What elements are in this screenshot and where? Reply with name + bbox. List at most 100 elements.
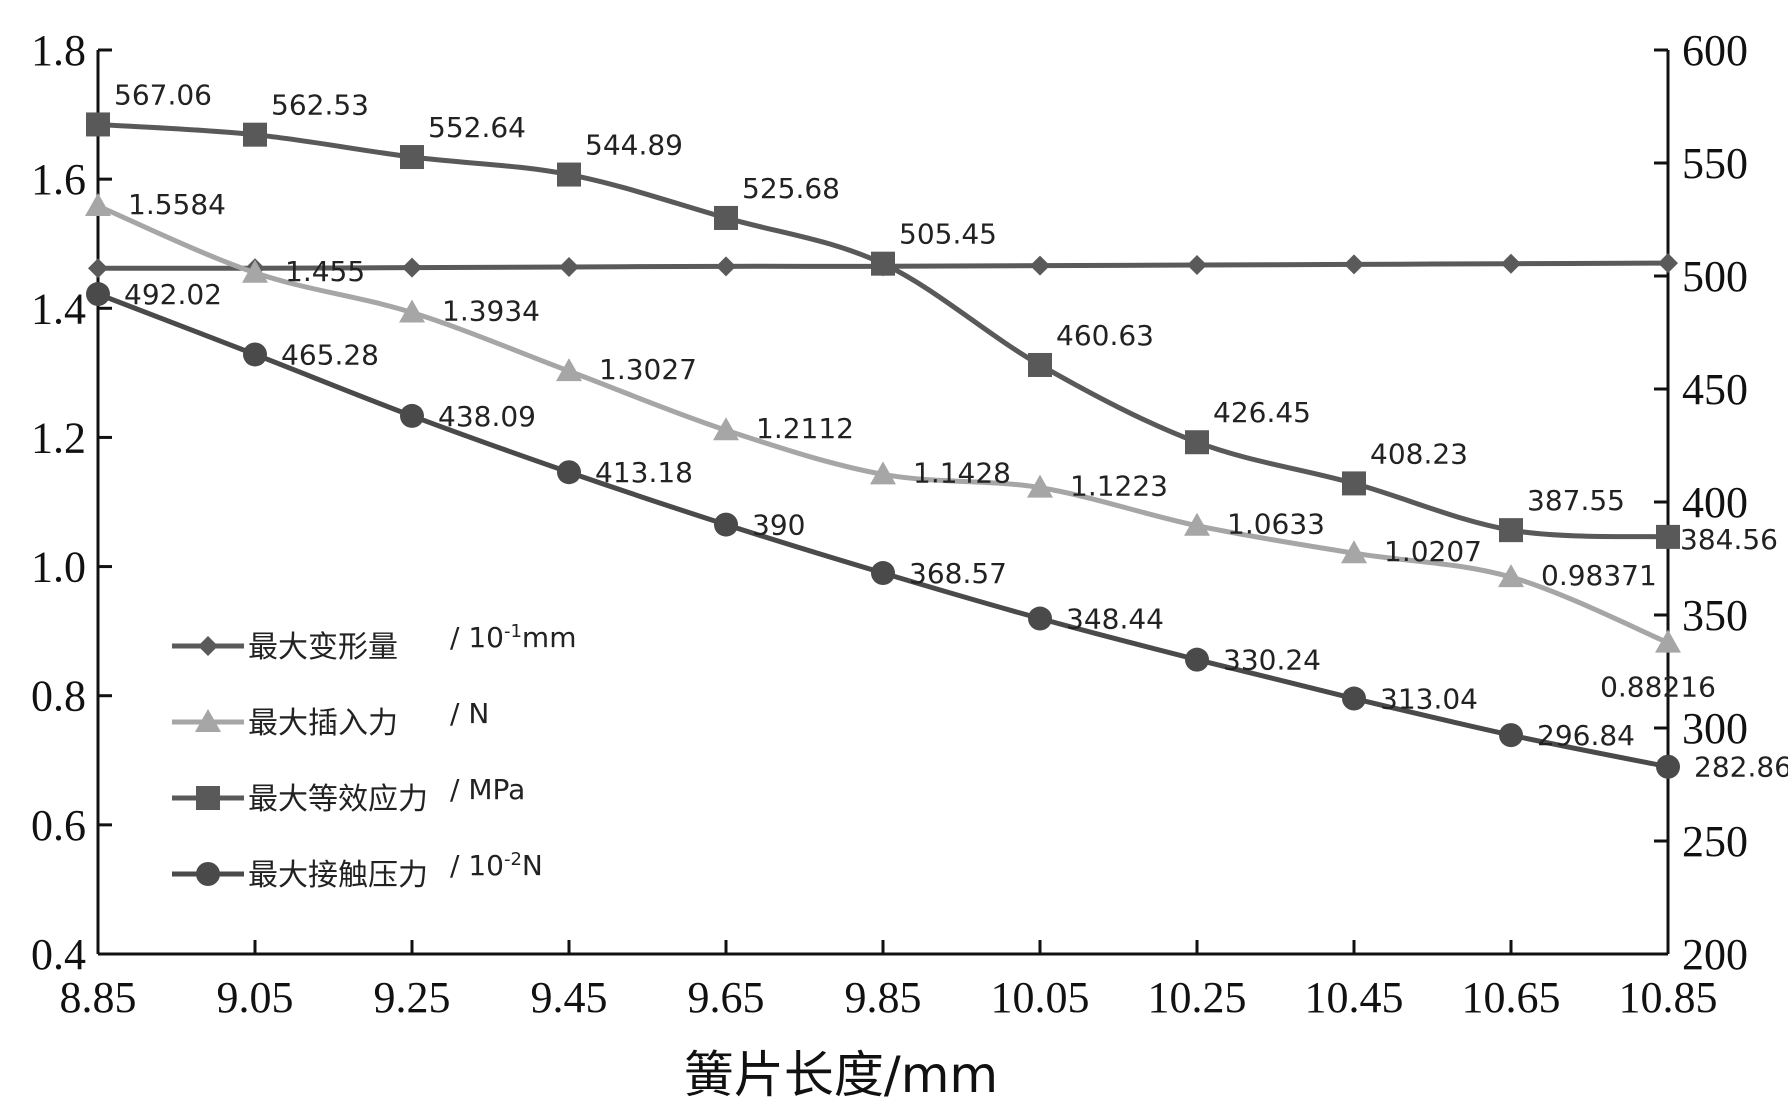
legend-unit: / 10-2N <box>450 849 543 882</box>
right-axis-tick-label: 600 <box>1682 26 1748 75</box>
legend-item: 最大插入力 / N <box>172 697 489 741</box>
data-label: 460.63 <box>1056 319 1154 352</box>
legend-unit-sup: -1 <box>504 621 522 642</box>
right-axis-tick-label: 450 <box>1682 365 1748 414</box>
data-label: 413.18 <box>595 456 693 489</box>
data-point <box>1185 430 1209 455</box>
data-label: 1.1428 <box>913 456 1011 489</box>
x-axis-tick-label: 9.85 <box>845 973 922 1022</box>
data-point <box>86 282 110 307</box>
left-axis-tick-label: 0.4 <box>31 930 86 979</box>
data-point <box>400 403 424 428</box>
legend-label: 最大插入力 <box>248 706 398 741</box>
data-point <box>1655 629 1681 653</box>
data-label: 348.44 <box>1066 603 1164 636</box>
data-point <box>871 561 895 586</box>
data-point <box>1027 474 1053 498</box>
data-point <box>557 460 581 485</box>
data-labels-layer: 1.5584 1.455 1.3934 1.3027 1.2112 1.1428 1.122… <box>114 78 1788 783</box>
legend-unit: / N <box>450 697 489 730</box>
left-axis-tick-label: 1.8 <box>31 26 86 75</box>
x-axis-tick-label: 10.45 <box>1305 973 1404 1022</box>
left-axis-tick-label: 0.6 <box>31 801 86 850</box>
legend-unit-prefix: / MPa <box>450 773 525 806</box>
legend-label: 最大变形量 <box>248 630 398 665</box>
data-point <box>1499 518 1523 543</box>
legend-label: 最大等效应力 <box>248 782 428 817</box>
x-axis-tick-label: 9.45 <box>531 973 608 1022</box>
data-label: 1.3027 <box>599 353 697 386</box>
right-axis-tick-label: 200 <box>1682 930 1748 979</box>
series-square <box>86 112 1680 549</box>
legend-item: 最大变形量 / 10-1mm <box>172 621 576 665</box>
x-axis-tick-label: 10.05 <box>991 973 1090 1022</box>
series-layer <box>85 112 1681 779</box>
data-point <box>559 256 579 277</box>
x-axis-tick-label: 10.85 <box>1619 973 1718 1022</box>
legend-label: 最大接触压力 <box>248 858 428 893</box>
left-axis-tick-label: 1.2 <box>31 413 86 462</box>
data-point <box>870 461 896 485</box>
data-point <box>716 256 736 277</box>
data-label: 567.06 <box>114 78 212 111</box>
legend-marker <box>195 709 221 732</box>
data-point <box>1656 524 1680 549</box>
legend-marker <box>196 862 220 886</box>
data-point <box>1342 686 1366 711</box>
data-point <box>1342 471 1366 496</box>
data-point <box>400 145 424 170</box>
left-axis-tick-label: 1.0 <box>31 543 86 592</box>
data-label: 438.09 <box>438 400 536 433</box>
data-point <box>713 417 739 441</box>
legend-unit-sup: -2 <box>504 849 522 870</box>
data-label: 525.68 <box>742 172 840 205</box>
data-point <box>1187 255 1207 276</box>
x-axis-tick-label: 9.05 <box>217 973 294 1022</box>
data-label: 390 <box>752 509 805 542</box>
data-label: 296.84 <box>1537 719 1635 752</box>
data-label: 552.64 <box>428 111 526 144</box>
data-label: 1.3934 <box>442 295 540 328</box>
right-axis-tick-label: 250 <box>1682 817 1748 866</box>
x-axis-tick-label: 9.65 <box>688 973 765 1022</box>
data-point <box>399 299 425 323</box>
x-axis-tick-label: 10.25 <box>1148 973 1247 1022</box>
data-label: 562.53 <box>271 89 369 122</box>
data-point <box>1498 564 1524 588</box>
data-label: 426.45 <box>1213 396 1311 429</box>
data-point <box>557 162 581 187</box>
data-label: 1.1223 <box>1070 470 1168 503</box>
right-axis-tick-label: 300 <box>1682 704 1748 753</box>
data-label: 544.89 <box>585 129 683 162</box>
left-axis-tick-label: 1.6 <box>31 155 86 204</box>
data-label: 408.23 <box>1370 437 1468 470</box>
data-label: 330.24 <box>1223 644 1321 677</box>
data-point <box>1028 606 1052 631</box>
data-point <box>242 259 268 283</box>
legend-unit: / 10-1mm <box>450 621 576 654</box>
data-label: 1.455 <box>285 255 365 288</box>
legend-marker <box>196 786 220 810</box>
axes-layer: 0.4 0.6 0.8 1.0 1.2 1.4 1.6 1.8 200 250 300 350 400 4… <box>31 26 1748 1022</box>
data-point <box>1344 254 1364 275</box>
x-axis-tick-label: 9.25 <box>374 973 451 1022</box>
legend-item: 最大等效应力 / MPa <box>172 773 525 817</box>
data-label: 1.2112 <box>756 412 854 445</box>
legend-unit-suffix: N <box>522 849 543 882</box>
right-axis-tick-label: 550 <box>1682 139 1748 188</box>
data-label: 1.0207 <box>1384 535 1482 568</box>
data-label: 505.45 <box>899 218 997 251</box>
data-point <box>1184 512 1210 536</box>
data-label: 313.04 <box>1380 683 1478 716</box>
data-point <box>1658 253 1678 274</box>
x-axis-title: 簧片长度/mm <box>684 1046 998 1104</box>
right-axis-tick-label: 500 <box>1682 252 1748 301</box>
series-circle <box>86 282 1680 779</box>
data-label: 1.5584 <box>128 188 226 221</box>
data-label: 492.02 <box>124 278 222 311</box>
data-point <box>1030 255 1050 276</box>
data-label: 368.57 <box>909 557 1007 590</box>
data-label: 387.55 <box>1527 484 1625 517</box>
